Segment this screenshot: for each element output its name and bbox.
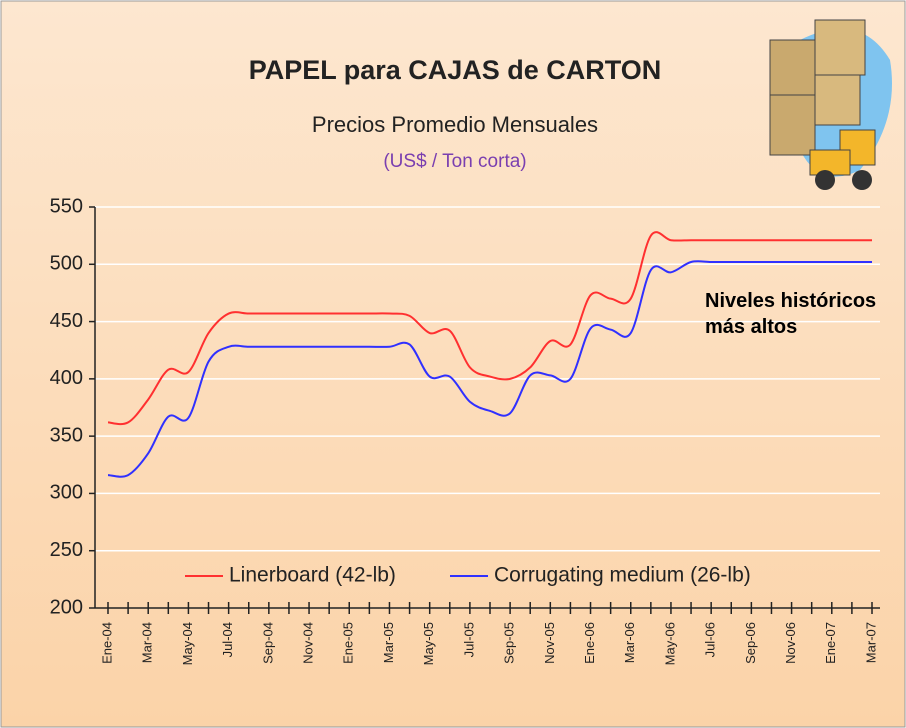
x-tick-label: May-06 <box>662 622 677 665</box>
y-tick-label: 400 <box>50 367 83 389</box>
x-tick-label: Mar-07 <box>863 622 878 663</box>
x-tick-label: Ene-04 <box>99 622 114 664</box>
y-tick-label: 550 <box>50 195 83 217</box>
x-tick-label: Mar-05 <box>381 622 396 663</box>
x-tick-label: Nov-04 <box>300 622 315 664</box>
y-tick-label: 200 <box>50 596 83 618</box>
x-tick-label: Sep-05 <box>502 622 517 664</box>
x-tick-label: Nov-06 <box>783 622 798 664</box>
x-tick-label: Sep-06 <box>743 622 758 664</box>
series-line <box>107 260 872 478</box>
chart-title: PAPEL para CAJAS de CARTON <box>249 55 662 85</box>
x-tick-label: Jul-04 <box>220 622 235 657</box>
legend-label: Corrugating medium (26-lb) <box>494 564 751 587</box>
y-tick-label: 300 <box>50 482 83 504</box>
y-tick-label: 450 <box>50 310 83 332</box>
legend-label: Linerboard (42-lb) <box>229 564 396 587</box>
y-tick-label: 500 <box>50 253 83 275</box>
y-tick-label: 250 <box>50 539 83 561</box>
x-tick-label: Jul-06 <box>703 622 718 657</box>
x-tick-label: Sep-04 <box>260 622 275 664</box>
chart-subtitle: Precios Promedio Mensuales <box>312 112 598 137</box>
x-tick-label: Jul-05 <box>461 622 476 657</box>
y-axis-label: (US$ / Ton corta) <box>383 151 526 172</box>
x-tick-label: Ene-06 <box>582 622 597 664</box>
series-line <box>107 231 872 426</box>
x-tick-label: May-05 <box>421 622 436 665</box>
x-tick-label: May-04 <box>180 622 195 665</box>
x-tick-label: Ene-07 <box>823 622 838 664</box>
x-tick-label: Nov-05 <box>542 622 557 664</box>
annotation: Niveles históricos más altos <box>705 290 877 338</box>
x-tick-label: Mar-04 <box>140 622 155 663</box>
y-tick-label: 350 <box>50 424 83 446</box>
forklift-clipart <box>769 19 892 190</box>
x-tick-label: Mar-06 <box>622 622 637 663</box>
x-tick-label: Ene-05 <box>341 622 356 664</box>
